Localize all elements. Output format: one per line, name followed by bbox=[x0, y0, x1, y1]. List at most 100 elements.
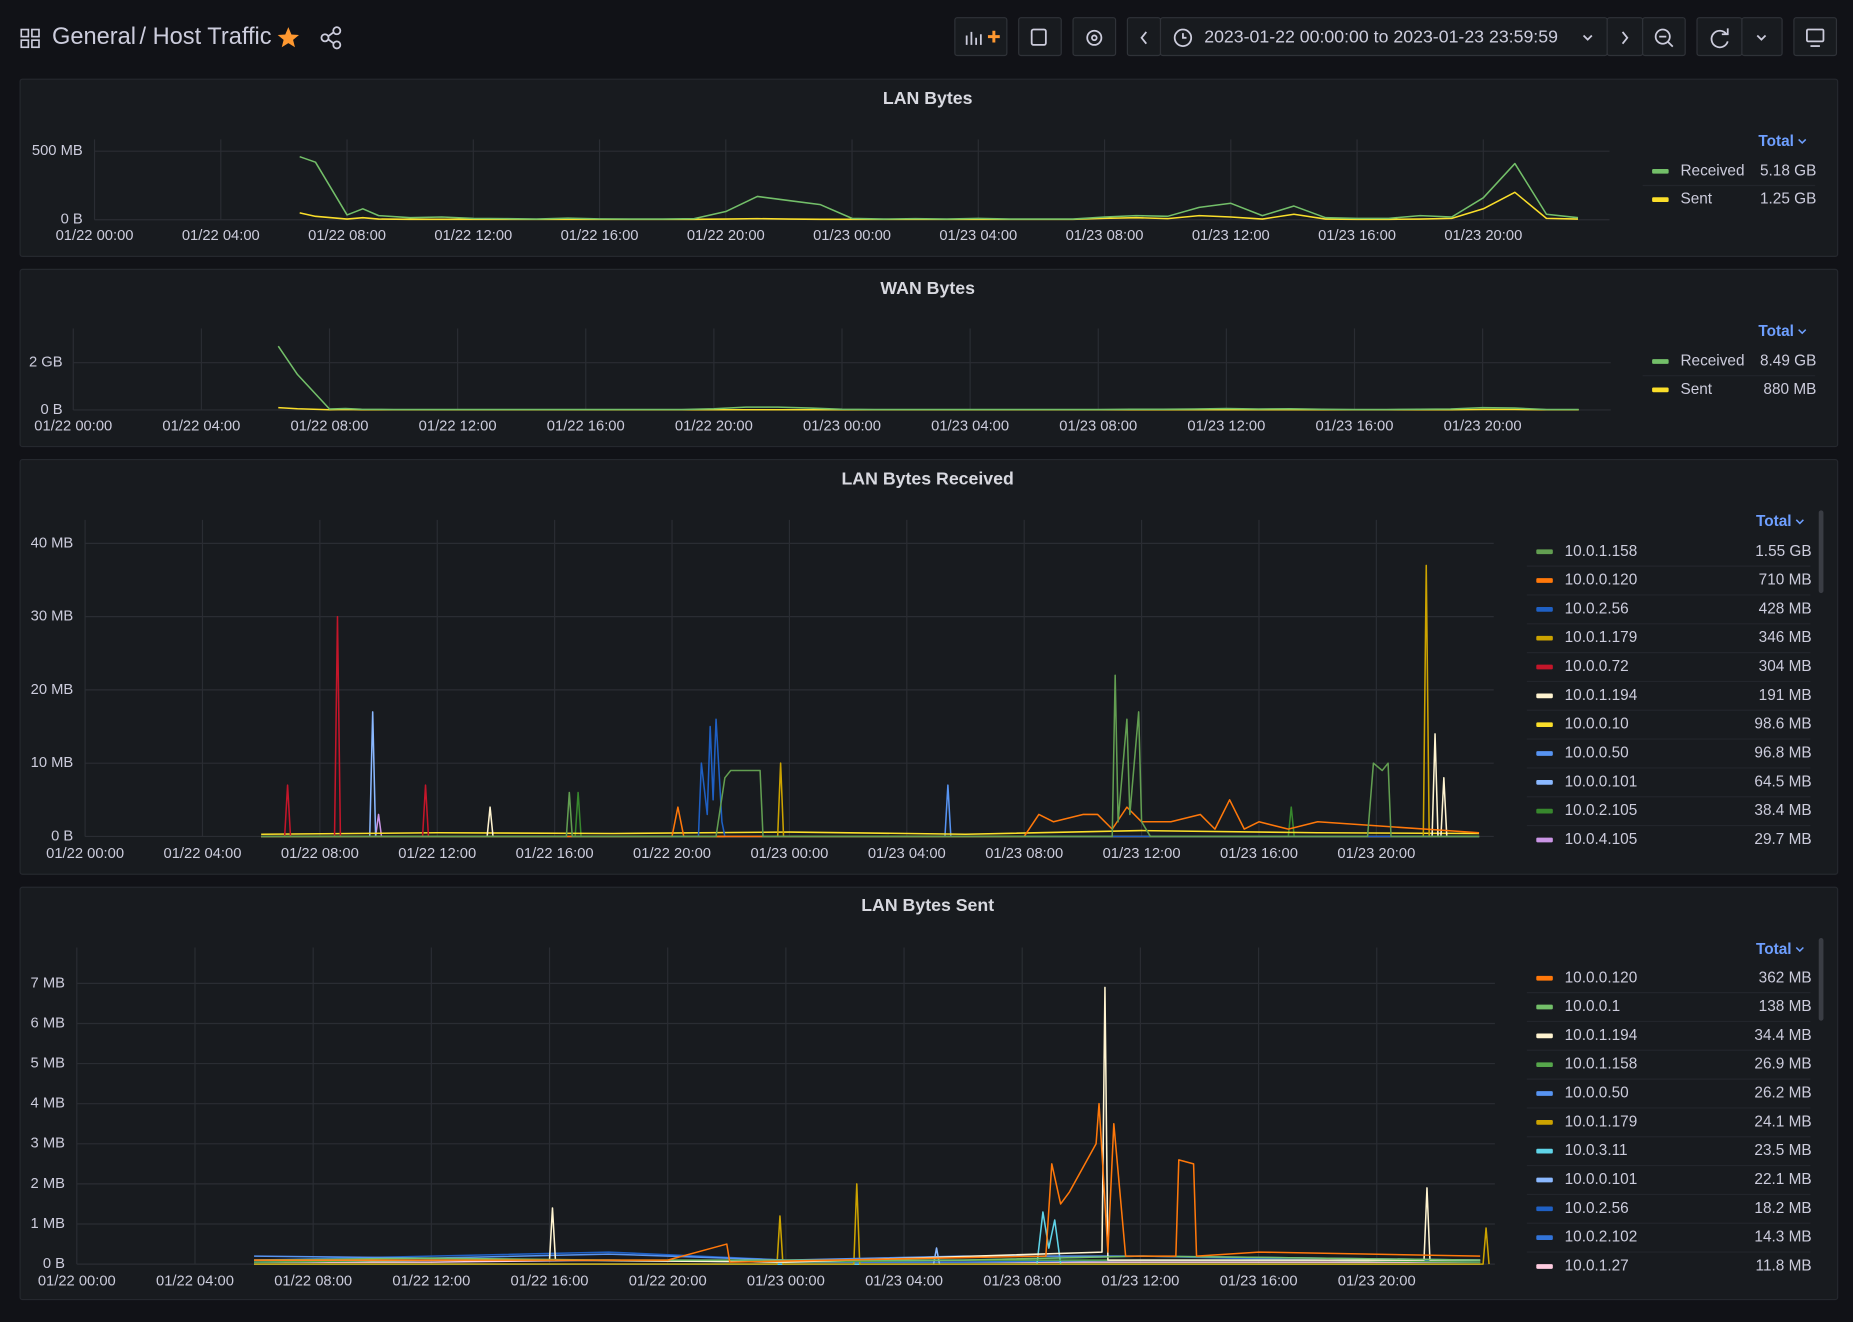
y-tick-label: 5 MB bbox=[31, 1055, 66, 1071]
legend-total: 1.55 GB bbox=[1755, 543, 1811, 560]
legend-label[interactable]: 10.0.2.105 bbox=[1565, 802, 1638, 819]
legend-label[interactable]: 10.0.2.56 bbox=[1565, 600, 1629, 617]
legend-label[interactable]: Sent bbox=[1680, 381, 1712, 398]
x-tick-label: 01/22 16:00 bbox=[561, 228, 639, 244]
legend-label[interactable]: 10.0.1.158 bbox=[1565, 543, 1638, 560]
save-button[interactable] bbox=[1018, 17, 1062, 57]
legend-label[interactable]: 10.0.3.11 bbox=[1565, 1142, 1628, 1159]
legend-sort-header[interactable]: Total bbox=[1756, 513, 1792, 530]
legend-total: 18.2 MB bbox=[1754, 1200, 1811, 1217]
x-tick-label: 01/23 16:00 bbox=[1316, 418, 1394, 434]
legend-sort-header[interactable]: Total bbox=[1756, 941, 1792, 958]
legend-label[interactable]: 10.0.1.158 bbox=[1565, 1056, 1638, 1073]
legend-total: 29.7 MB bbox=[1754, 831, 1811, 848]
legend-swatch bbox=[1536, 1206, 1553, 1212]
legend-label[interactable]: 10.0.0.101 bbox=[1565, 773, 1638, 790]
time-back-button[interactable] bbox=[1126, 17, 1162, 57]
sort-chevron bbox=[1798, 329, 1807, 335]
x-tick-label: 01/22 08:00 bbox=[281, 846, 359, 862]
legend-label[interactable]: 10.0.0.120 bbox=[1565, 572, 1638, 589]
legend-swatch bbox=[1536, 779, 1553, 785]
tv-mode-button[interactable] bbox=[1793, 17, 1838, 57]
legend-label[interactable]: 10.0.1.194 bbox=[1565, 1027, 1638, 1044]
legend-swatch bbox=[1536, 1177, 1553, 1183]
breadcrumb-folder[interactable]: General bbox=[52, 24, 136, 50]
save-icon bbox=[1030, 28, 1047, 46]
legend-label[interactable]: 10.0.0.50 bbox=[1565, 1085, 1629, 1102]
y-tick-label: 4 MB bbox=[31, 1096, 66, 1112]
series-line bbox=[299, 155, 1579, 220]
legend-label[interactable]: Sent bbox=[1680, 191, 1712, 208]
legend-label[interactable]: 10.0.0.120 bbox=[1565, 969, 1638, 986]
legend-swatch bbox=[1652, 197, 1669, 203]
legend-label[interactable]: 10.0.0.72 bbox=[1565, 658, 1629, 675]
x-tick-label: 01/23 00:00 bbox=[750, 846, 828, 862]
refresh-button[interactable] bbox=[1696, 17, 1743, 57]
panel-title: WAN Bytes bbox=[880, 278, 975, 298]
chevron-down bbox=[1582, 34, 1593, 41]
settings-button[interactable] bbox=[1072, 17, 1117, 57]
legend-sort-header[interactable]: Total bbox=[1758, 323, 1794, 340]
time-forward-button[interactable] bbox=[1606, 17, 1644, 57]
y-tick-label: 2 MB bbox=[31, 1176, 66, 1192]
legend-label[interactable]: 10.0.1.194 bbox=[1565, 687, 1638, 704]
legend-swatch bbox=[1536, 664, 1553, 670]
legend-scrollbar bbox=[1818, 510, 1824, 594]
series-line bbox=[277, 345, 1579, 411]
y-tick-label: 40 MB bbox=[31, 535, 74, 551]
x-tick-label: 01/23 20:00 bbox=[1338, 1274, 1416, 1290]
legend-label[interactable]: 10.0.2.56 bbox=[1565, 1200, 1629, 1217]
legend-swatch bbox=[1652, 359, 1669, 364]
sort-chevron bbox=[1795, 519, 1804, 525]
legend-label[interactable]: 10.0.1.27 bbox=[1565, 1258, 1629, 1275]
legend-label[interactable]: 10.0.1.179 bbox=[1565, 629, 1638, 646]
legend-label[interactable]: 10.0.0.1 bbox=[1565, 998, 1621, 1015]
x-tick-label: 01/22 04:00 bbox=[162, 418, 240, 434]
zoom-handle bbox=[1659, 35, 1674, 48]
x-tick-label: 01/22 00:00 bbox=[38, 1274, 116, 1290]
x-tick-label: 01/23 04:00 bbox=[931, 418, 1009, 434]
legend-label[interactable]: 10.0.0.10 bbox=[1565, 716, 1629, 733]
star-icon[interactable] bbox=[277, 27, 299, 48]
legend-total: 34.4 MB bbox=[1754, 1027, 1811, 1044]
x-tick-label: 01/23 16:00 bbox=[1318, 228, 1396, 244]
apps-icon[interactable] bbox=[20, 28, 40, 49]
legend-label[interactable]: 10.0.0.101 bbox=[1565, 1171, 1638, 1188]
x-tick-label: 01/23 00:00 bbox=[813, 228, 891, 244]
legend-total: 304 MB bbox=[1759, 658, 1812, 675]
legend-total: 428 MB bbox=[1759, 600, 1812, 617]
legend-total: 138 MB bbox=[1759, 998, 1812, 1015]
chevron-down bbox=[1756, 34, 1767, 41]
dashboard-title[interactable]: / Host Traffic bbox=[139, 24, 271, 50]
x-tick-label: 01/23 12:00 bbox=[1192, 228, 1270, 244]
x-tick-label: 01/22 08:00 bbox=[291, 418, 369, 434]
x-tick-label: 01/23 20:00 bbox=[1444, 418, 1522, 434]
legend-total: 23.5 MB bbox=[1754, 1142, 1811, 1159]
series-line bbox=[261, 674, 1480, 838]
legend-label[interactable]: 10.0.2.102 bbox=[1565, 1229, 1638, 1246]
panel-frame bbox=[19, 458, 1839, 875]
monitor-icon bbox=[1806, 28, 1825, 43]
legend-label[interactable]: 10.0.4.105 bbox=[1565, 831, 1638, 848]
time-range[interactable]: 2023-01-22 00:00:00 to 2023-01-23 23:59:… bbox=[1204, 26, 1558, 46]
x-tick-label: 01/22 12:00 bbox=[398, 846, 476, 862]
gear-icon bbox=[1086, 29, 1103, 46]
x-tick-label: 01/22 08:00 bbox=[274, 1274, 352, 1290]
legend-label[interactable]: Received bbox=[1680, 162, 1744, 179]
legend-total: 5.18 GB bbox=[1760, 162, 1816, 179]
y-tick-label: 500 MB bbox=[32, 143, 83, 159]
legend-label[interactable]: 10.0.1.179 bbox=[1565, 1113, 1638, 1130]
refresh-interval-button[interactable] bbox=[1741, 17, 1783, 57]
y-tick-label: 6 MB bbox=[31, 1015, 66, 1031]
legend-total: 11.8 MB bbox=[1756, 1258, 1812, 1275]
legend-label[interactable]: 10.0.0.50 bbox=[1565, 745, 1629, 762]
panel: LAN Bytes Sent 0 B 1 MB 2 MB 3 MB 4 MB 5 MB 6 M… bbox=[19, 886, 1839, 1301]
panel: WAN Bytes 0 B 2 GB 01/22 00:00 01/22 04:00 01… bbox=[19, 268, 1839, 448]
legend-sort-header[interactable]: Total bbox=[1758, 133, 1794, 150]
legend-label[interactable]: Received bbox=[1680, 353, 1744, 370]
x-tick-label: 01/23 00:00 bbox=[803, 418, 881, 434]
share-icon[interactable] bbox=[320, 26, 342, 50]
zoom-icon bbox=[1654, 28, 1671, 45]
legend-total: 14.3 MB bbox=[1754, 1229, 1811, 1246]
